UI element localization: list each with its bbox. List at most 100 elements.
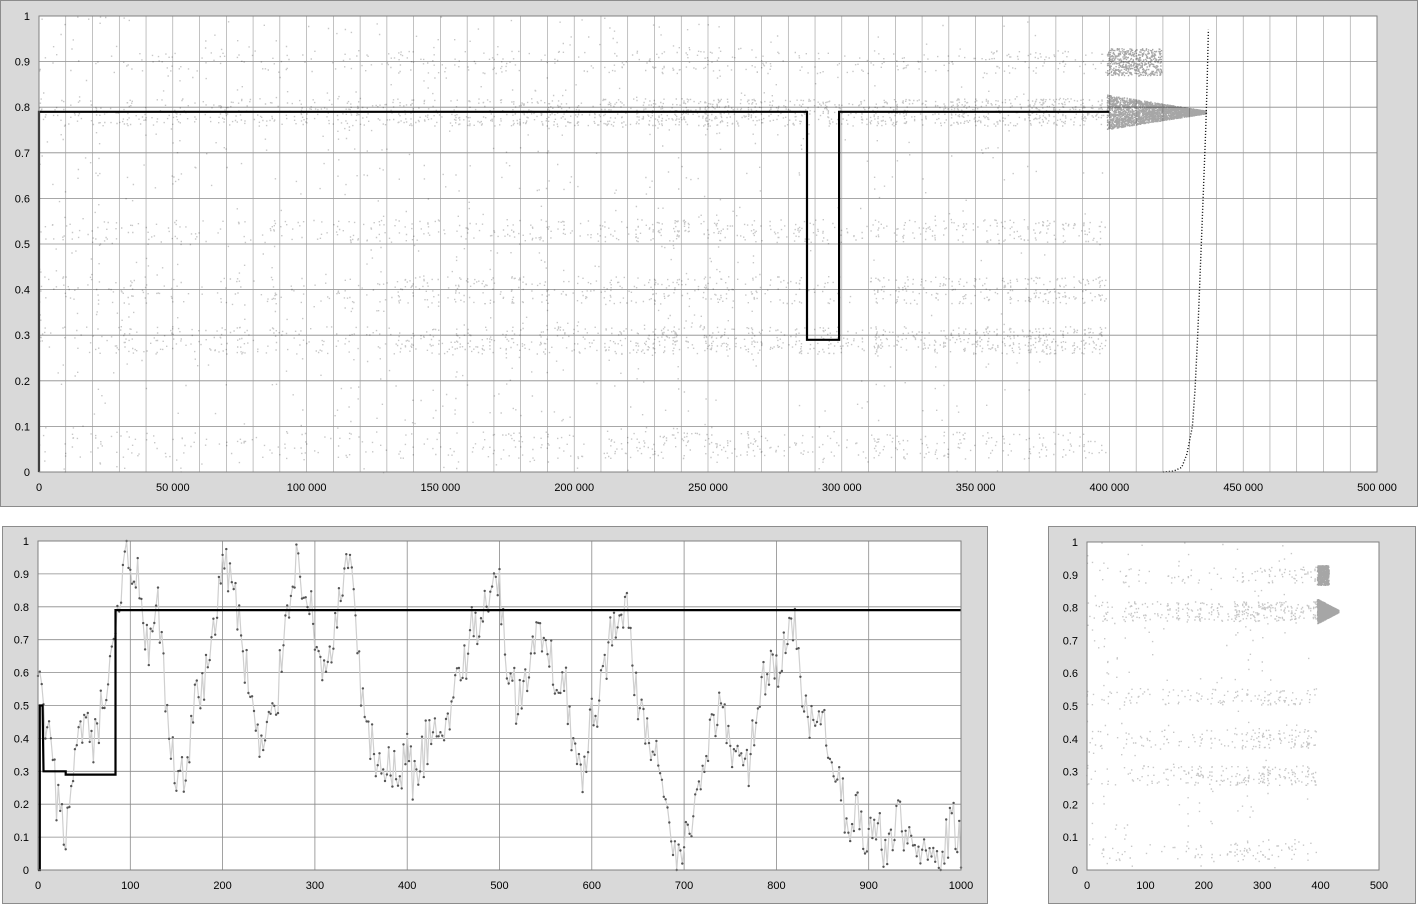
walk-point: [86, 711, 90, 715]
y-tick-label: 0.6: [15, 193, 30, 205]
walk-point: [520, 707, 523, 710]
walk-point: [123, 550, 127, 553]
walk-point: [95, 722, 99, 725]
x-tick-label: 50 000: [156, 482, 190, 494]
walk-point: [777, 685, 780, 688]
walk-point: [856, 791, 859, 794]
walk-point: [315, 645, 318, 649]
x-tick-label: 700: [675, 880, 693, 892]
walk-point: [603, 653, 606, 657]
y-tick-label: 0.7: [14, 635, 29, 647]
chart-svg: 0 100 200 300 400 500 0 0.1 0.2 0.3 0.4 0.5 0.6 0.7 0.…: [1063, 537, 1388, 892]
walk-point: [254, 729, 257, 732]
walk-point: [300, 597, 304, 600]
walk-point: [592, 724, 595, 727]
walk-point: [214, 633, 217, 636]
walk-point: [311, 622, 315, 626]
walk-point: [904, 829, 907, 832]
walk-point: [808, 736, 811, 739]
walk-point: [269, 712, 272, 715]
walk-point: [924, 849, 928, 852]
walk-point: [551, 683, 555, 686]
walk-point: [356, 652, 359, 655]
x-tick-label: 350 000: [956, 482, 996, 494]
walk-point: [202, 698, 206, 701]
walk-point: [230, 581, 233, 584]
walk-point: [564, 666, 568, 669]
walk-point: [703, 770, 706, 774]
walk-point: [177, 769, 180, 773]
walk-point: [59, 809, 62, 813]
walk-point: [313, 648, 317, 651]
walk-point: [106, 683, 110, 686]
walk-point: [786, 642, 789, 646]
x-tick-label: 0: [1084, 880, 1090, 892]
x-tick-label: 0: [36, 482, 42, 494]
walk-point: [73, 748, 77, 751]
walk-point: [514, 722, 518, 725]
x-tick-label: 250 000: [688, 482, 728, 494]
walk-point: [607, 641, 610, 644]
walk-point: [681, 862, 684, 865]
walk-point: [232, 587, 235, 591]
walk-point: [481, 620, 485, 623]
walk-point: [208, 658, 211, 662]
walk-point: [245, 648, 248, 652]
walk-point: [935, 850, 939, 853]
walk-point: [633, 693, 636, 697]
plot-border: [37, 540, 962, 871]
walk-point: [941, 850, 944, 853]
walk-point: [142, 621, 145, 625]
walk-point: [383, 779, 387, 783]
walk-point: [518, 678, 521, 682]
walk-point: [620, 613, 623, 616]
walk-point: [363, 715, 366, 719]
walk-point: [623, 595, 627, 599]
walk-point: [902, 849, 905, 852]
x-tick-label: 100 000: [287, 482, 327, 494]
walk-point: [756, 707, 760, 710]
walk-point: [806, 715, 809, 719]
y-tick-label: 0.4: [15, 285, 30, 297]
walk-point: [195, 679, 198, 682]
walk-point: [522, 679, 525, 683]
walk-point: [267, 710, 270, 714]
walk-point: [354, 614, 357, 617]
walk-point: [321, 679, 324, 682]
y-tick-label: 0.3: [1063, 767, 1078, 779]
walk-point: [537, 621, 540, 625]
walk-point: [679, 849, 682, 852]
walk-point: [524, 668, 527, 671]
walk-point: [413, 759, 416, 763]
walk-point: [121, 563, 125, 567]
walk-point: [838, 766, 841, 769]
walk-point: [529, 652, 533, 655]
walk-point: [513, 666, 516, 670]
walk-point: [799, 675, 802, 678]
walk-point: [843, 831, 846, 834]
walk-point: [839, 799, 843, 802]
walk-point: [753, 744, 756, 747]
walk-point: [725, 741, 728, 745]
walk-point: [745, 748, 749, 752]
walk-point: [411, 798, 414, 801]
y-tick-label: 0.4: [14, 733, 29, 745]
walk-point: [802, 710, 806, 713]
walk-point: [705, 754, 708, 758]
walk-point: [112, 637, 115, 641]
walk-point: [361, 687, 365, 690]
walk-point: [140, 597, 143, 601]
walk-point: [70, 784, 73, 788]
y-tick-label: 0.7: [1063, 635, 1078, 647]
walk-point: [426, 762, 429, 766]
walk-point: [762, 660, 765, 664]
x-tick-label: 300: [1253, 880, 1271, 892]
walk-point: [640, 698, 643, 701]
walk-point: [260, 734, 263, 737]
y-tick-label: 0.4: [1063, 734, 1078, 746]
walk-point: [697, 780, 701, 783]
walk-point: [790, 617, 793, 620]
walk-point: [151, 630, 154, 633]
walk-point: [579, 763, 582, 766]
walk-point: [682, 846, 686, 849]
